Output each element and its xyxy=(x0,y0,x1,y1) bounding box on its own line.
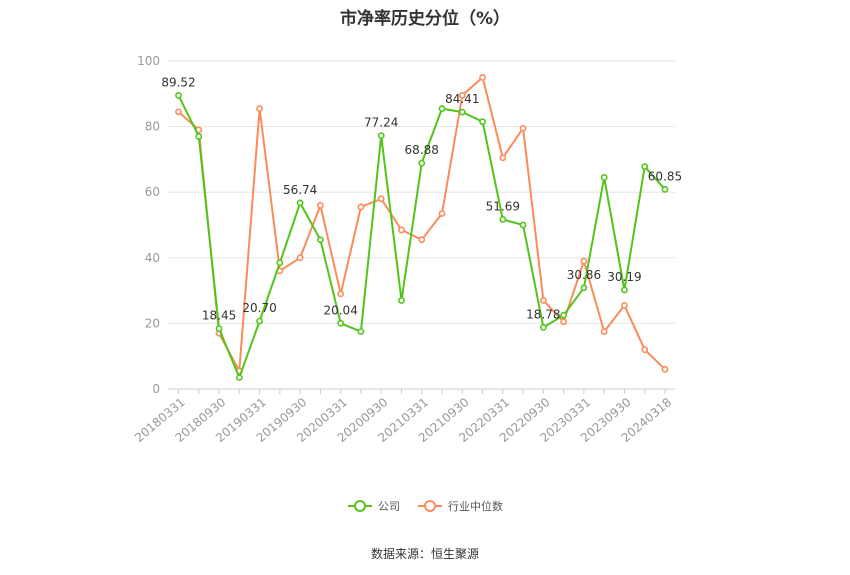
data-source: 数据来源：恒生聚源 xyxy=(370,547,479,561)
data-point xyxy=(580,284,588,292)
data-point xyxy=(438,210,446,217)
legend-marker xyxy=(354,500,366,512)
data-point xyxy=(519,124,527,132)
data-point xyxy=(539,324,547,331)
data-label: 18.45 xyxy=(202,308,236,322)
data-point xyxy=(398,297,405,304)
series-line-industry-median xyxy=(177,76,666,372)
data-label: 30.19 xyxy=(607,270,641,284)
data-label: 51.69 xyxy=(486,199,520,213)
y-tick-label: 20 xyxy=(145,316,160,330)
data-point xyxy=(661,186,669,193)
data-label: 20.70 xyxy=(242,301,276,315)
y-tick-label: 80 xyxy=(145,120,160,134)
data-point xyxy=(377,195,385,203)
data-label: 18.78 xyxy=(526,307,560,321)
data-point xyxy=(560,318,568,326)
data-point xyxy=(215,325,223,332)
data-point xyxy=(357,328,365,335)
data-label: 68.88 xyxy=(405,143,439,157)
data-point xyxy=(296,199,304,207)
data-label: 84.41 xyxy=(445,92,479,106)
y-tick-label: 60 xyxy=(145,185,160,199)
data-point xyxy=(337,290,345,298)
data-point xyxy=(479,118,486,126)
data-point xyxy=(377,132,385,140)
data-point xyxy=(479,74,486,81)
data-point xyxy=(276,259,284,267)
data-point xyxy=(499,216,507,223)
data-label: 30.86 xyxy=(567,268,601,282)
data-point xyxy=(296,254,304,262)
data-point xyxy=(458,92,466,99)
data-point xyxy=(438,105,446,112)
data-point xyxy=(641,163,649,171)
data-point xyxy=(195,133,203,140)
data-point xyxy=(458,108,466,116)
data-point xyxy=(580,257,588,265)
legend-marker xyxy=(424,500,436,512)
data-point xyxy=(539,297,547,304)
y-tick-label: 0 xyxy=(152,382,160,396)
data-point xyxy=(600,328,608,335)
data-label: 20.04 xyxy=(323,303,357,317)
y-tick-label: 40 xyxy=(145,251,160,265)
data-label: 60.85 xyxy=(648,169,682,183)
data-point xyxy=(600,174,608,181)
data-point xyxy=(418,159,426,167)
data-point xyxy=(316,201,324,209)
y-tick-label: 100 xyxy=(137,54,160,68)
data-label: 77.24 xyxy=(364,116,398,130)
data-point xyxy=(641,346,649,354)
data-point xyxy=(175,108,182,116)
data-point xyxy=(661,365,669,373)
data-point xyxy=(235,374,243,381)
data-point xyxy=(621,301,628,309)
data-point xyxy=(621,286,628,294)
data-point xyxy=(560,311,568,319)
data-point xyxy=(499,154,507,162)
data-point xyxy=(398,226,405,234)
legend-industry-median: 行业中位数 xyxy=(448,499,503,513)
chart-title: 市净率历史分位（%） xyxy=(339,9,511,29)
legend-company: 公司 xyxy=(378,500,400,513)
data-point xyxy=(337,319,345,327)
data-point xyxy=(357,203,365,211)
data-point xyxy=(418,236,426,244)
data-point xyxy=(256,105,263,112)
data-label: 89.52 xyxy=(161,75,195,89)
data-point xyxy=(519,221,527,229)
data-point xyxy=(256,317,263,325)
data-point xyxy=(316,236,324,244)
data-label: 56.74 xyxy=(283,183,317,197)
data-point xyxy=(175,91,182,99)
